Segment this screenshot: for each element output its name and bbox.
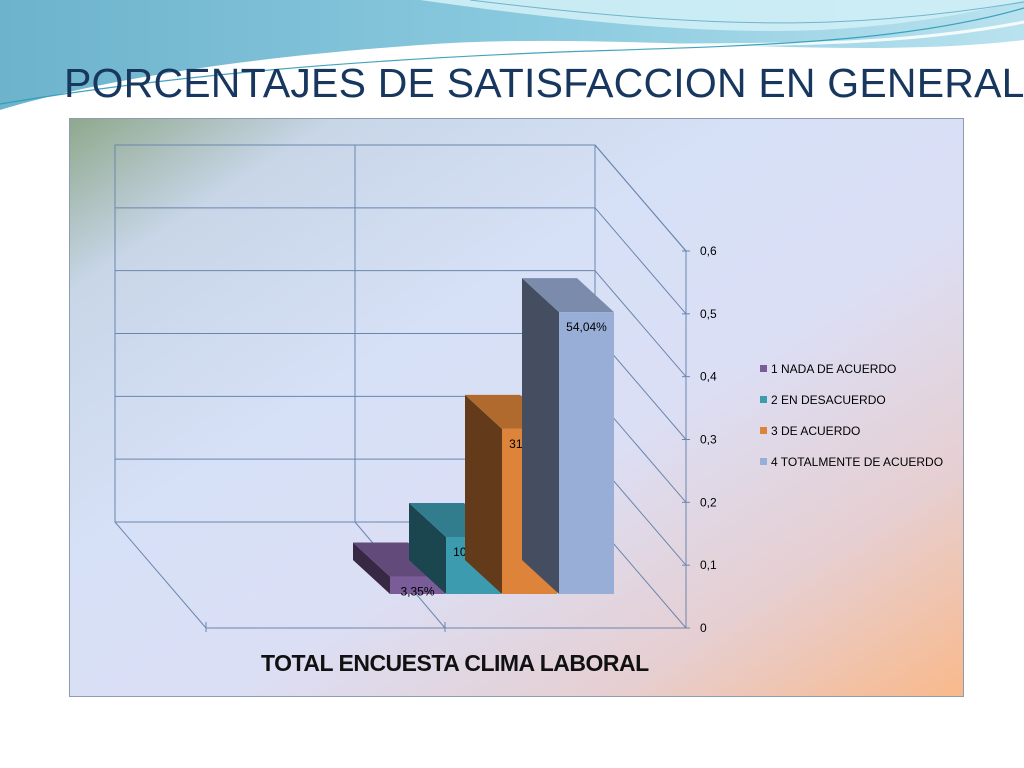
slide-title: PORCENTAJES DE SATISFACCION EN GENERAL: [64, 60, 1024, 106]
legend-item: 1 NADA DE ACUERDO: [760, 353, 943, 384]
legend-item: 2 EN DESACUERDO: [760, 384, 943, 415]
bar-side-face: [353, 542, 390, 594]
bar-data-label: 54,04%: [566, 320, 607, 334]
legend-label: 3 DE ACUERDO: [771, 423, 861, 438]
y-axis-ticks: 0 0,1 0,2 0,3 0,4 0,5 0,6: [682, 244, 717, 635]
legend-label: 4 TOTALMENTE DE ACUERDO: [771, 454, 944, 469]
chart-bars: 3,35%10,94%31,67%54,04%: [353, 278, 614, 599]
floor-left-edge: [114, 521, 207, 629]
y-tick-label: 0,3: [700, 433, 717, 447]
bar-side-face: [522, 278, 559, 594]
bar-side-face: [465, 394, 502, 594]
legend-item: 3 DE ACUERDO: [760, 415, 943, 446]
bar-front-face: [559, 312, 614, 594]
gridline-side: [594, 270, 687, 377]
x-axis-label: TOTAL ENCUESTA CLIMA LABORAL: [261, 650, 649, 676]
bar-front-face: [390, 576, 445, 594]
bar-data-label: 3,35%: [400, 585, 434, 599]
chart-legend: 1 NADA DE ACUERDO 2 EN DESACUERDO 3 DE ACU…: [760, 353, 943, 477]
y-tick-label: 0,5: [700, 307, 717, 321]
y-tick-label: 0,2: [700, 495, 717, 509]
legend-item: 4 TOTALMENTE DE ACUERDO: [760, 446, 943, 477]
gridline-side: [594, 144, 687, 252]
y-tick-label: 0,6: [700, 244, 717, 258]
bar-4: 54,04%: [522, 278, 614, 594]
y-tick-label: 0: [700, 621, 707, 635]
y-tick-label: 0,4: [700, 370, 717, 384]
bar-side-face: [409, 502, 446, 594]
legend-label: 1 NADA DE ACUERDO: [771, 361, 897, 376]
legend-swatch: [760, 427, 767, 434]
legend-swatch: [760, 458, 767, 465]
slide-header-decoration: [0, 0, 1024, 114]
gridline-side: [594, 207, 687, 315]
legend-label: 2 EN DESACUERDO: [771, 392, 886, 407]
bar-top-face: [522, 278, 614, 313]
legend-swatch: [760, 365, 767, 372]
legend-swatch: [760, 396, 767, 403]
y-tick-label: 0,1: [700, 558, 717, 572]
